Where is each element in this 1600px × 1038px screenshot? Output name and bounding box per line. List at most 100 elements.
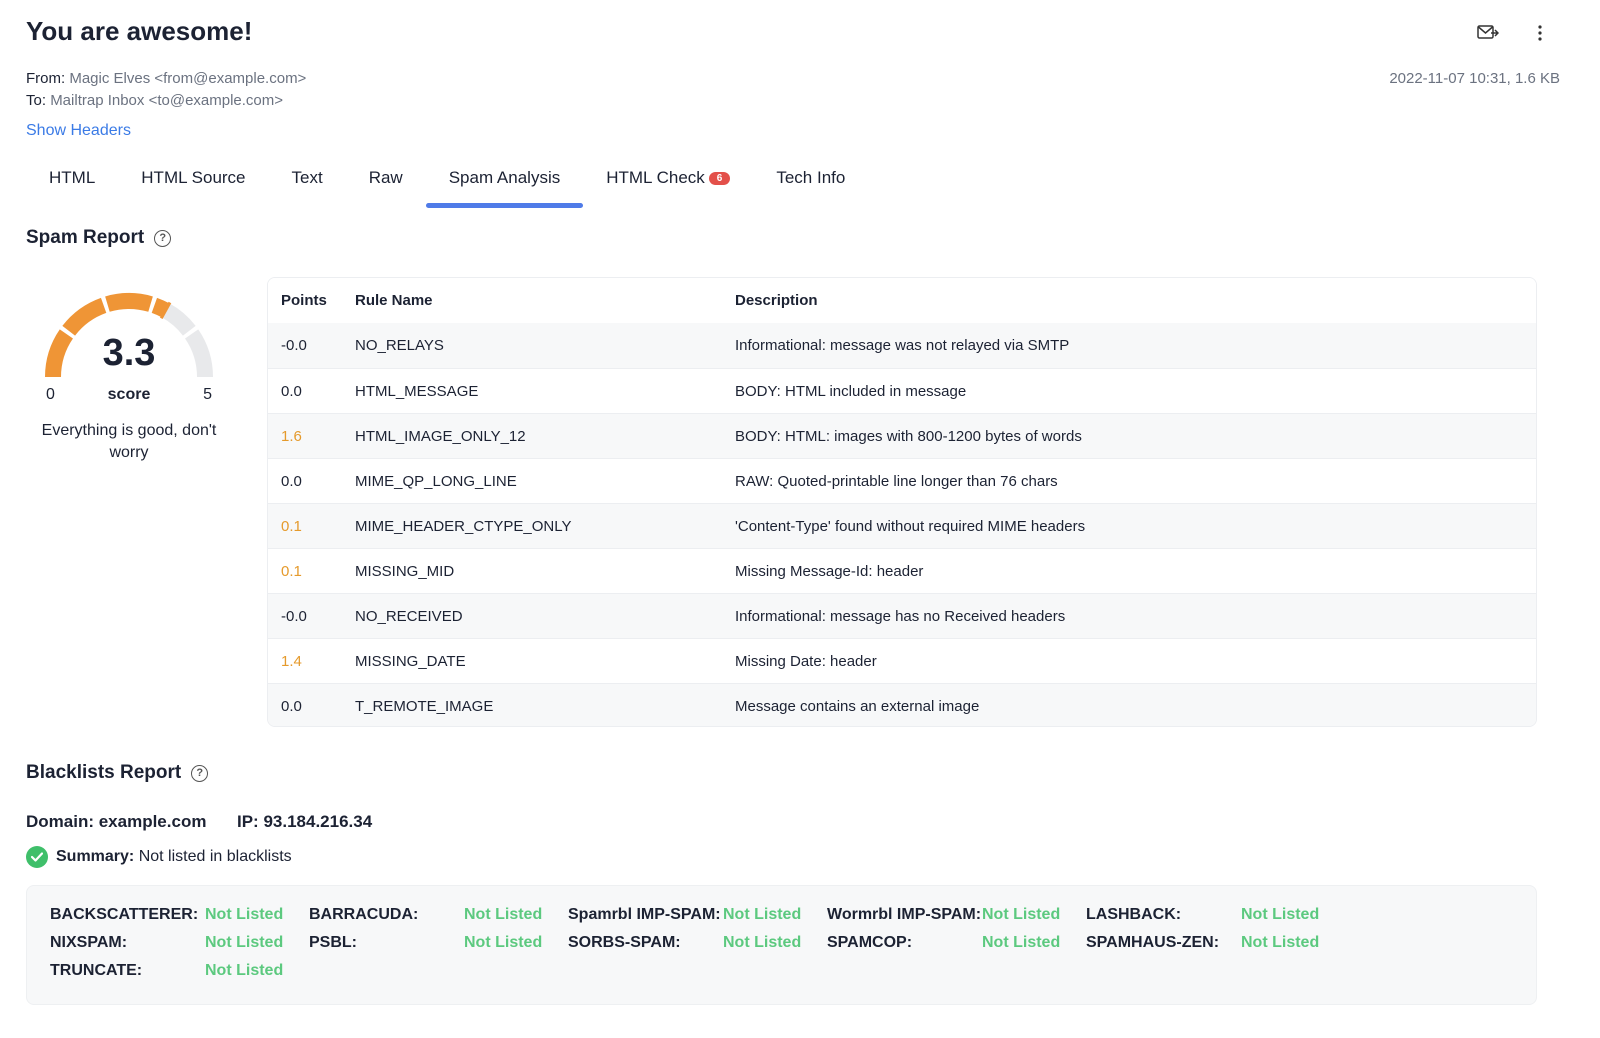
blacklist-name: TRUNCATE: [50, 962, 143, 979]
table-row: 1.6 HTML_IMAGE_ONLY_12 BODY: HTML: images … [268, 413, 1536, 458]
description-cell: Missing Message-Id: header [735, 562, 924, 580]
date-size: 2022-11-07 10:31, 1.6 KB [1389, 70, 1560, 87]
blacklist-status: Not Listed [723, 906, 802, 923]
gauge-segment-filled [62, 297, 107, 336]
blacklist-results: BACKSCATTERER: Not Listed BARRACUDA: Not Li… [26, 885, 1537, 1005]
tab-tech-info[interactable]: Tech Info [753, 160, 868, 208]
tab-spam-analysis[interactable]: Spam Analysis [425, 160, 584, 208]
tab-html-check[interactable]: HTML Check 6 [583, 160, 753, 208]
description-cell: 'Content-Type' found without required MI… [735, 517, 1086, 535]
tab-html-source[interactable]: HTML Source [118, 160, 268, 208]
blacklist-name: SORBS-SPAM: [568, 934, 681, 951]
more-vertical-icon[interactable] [1528, 22, 1552, 44]
gauge-segment-filled [105, 293, 153, 312]
blacklist-item: TRUNCATE: Not Listed [50, 960, 309, 982]
tab-html[interactable]: HTML [26, 160, 118, 208]
rule-cell: MIME_HEADER_CTYPE_ONLY [355, 517, 572, 535]
blacklist-item: Wormrbl IMP-SPAM: Not Listed [827, 904, 1086, 926]
blacklist-status: Not Listed [464, 934, 543, 951]
from-value: Magic Elves <from@example.com> [69, 70, 307, 87]
blacklist-name: Spamrbl IMP-SPAM: [568, 906, 721, 923]
gauge-score-label: score [107, 386, 151, 403]
description-cell: Informational: message was not relayed v… [735, 337, 1070, 354]
blacklist-name: SPAMHAUS-ZEN: [1086, 934, 1220, 951]
blacklist-status: Not Listed [982, 934, 1061, 951]
description-cell: Informational: message has no Received h… [735, 607, 1066, 625]
tab-label: HTML Source [141, 168, 246, 187]
summary-text: Summary: Not listed in blacklists [56, 848, 292, 866]
blacklists-title: Blacklists Report [26, 762, 182, 783]
tab-label: Tech Info [776, 168, 846, 187]
blacklist-status: Not Listed [205, 962, 284, 979]
check-circle-icon [26, 846, 48, 868]
table-row: 1.4 MISSING_DATE Missing Date: header [268, 638, 1536, 683]
gauge-marker [159, 301, 172, 320]
points-cell: -0.0 [281, 337, 307, 354]
tab-label: HTML [49, 168, 96, 187]
spam-rules-table: Points Rule Name Description -0.0 NO_RELA… [267, 277, 1537, 727]
rule-cell: NO_RELAYS [355, 337, 444, 354]
gauge-segment-filled [45, 329, 74, 378]
table-row: 0.0 HTML_MESSAGE BODY: HTML included in me… [268, 368, 1536, 413]
description-cell: Missing Date: header [735, 652, 877, 670]
email-subject: You are awesome! [26, 16, 253, 46]
rule-cell: NO_RECEIVED [355, 607, 463, 625]
table-body: -0.0 NO_RELAYS Informational: message was … [268, 323, 1536, 726]
gauge-segment-empty [161, 303, 196, 336]
rule-cell: T_REMOTE_IMAGE [355, 697, 494, 715]
summary-value: Not listed in blacklists [134, 848, 292, 865]
blacklist-item: NIXSPAM: Not Listed [50, 932, 309, 954]
description-header: Description [735, 292, 818, 309]
blacklist-status: Not Listed [1241, 934, 1320, 951]
blacklist-item: SPAMHAUS-ZEN: Not Listed [1086, 932, 1345, 954]
to-value: Mailtrap Inbox <to@example.com> [50, 92, 284, 109]
blacklist-summary: Summary: Not listed in blacklists [26, 846, 292, 868]
gauge-segment-empty [184, 329, 213, 378]
gauge-max-label: 5 [203, 386, 212, 403]
blacklist-status: Not Listed [1241, 906, 1320, 923]
blacklist-name: Wormrbl IMP-SPAM: [827, 906, 982, 923]
tab-label: HTML Check [606, 168, 705, 187]
description-cell: BODY: HTML: images with 800-1200 bytes o… [735, 427, 1082, 445]
spam-report-title: Spam Report [26, 227, 145, 248]
blacklist-name: BACKSCATTERER: [50, 906, 199, 923]
help-circle-icon[interactable]: ? [191, 764, 209, 782]
email-meta: From: Magic Elves <from@example.com> To:… [26, 68, 306, 112]
blacklist-name: BARRACUDA: [309, 906, 419, 923]
blacklists-heading: Blacklists Report ? [26, 762, 209, 784]
summary-label: Summary: [56, 848, 135, 865]
forward-mail-icon[interactable] [1476, 22, 1500, 44]
rule-cell: MISSING_DATE [355, 652, 466, 670]
blacklist-item: LASHBACK: Not Listed [1086, 904, 1345, 926]
tab-label: Spam Analysis [448, 168, 561, 187]
points-cell: 0.1 [281, 517, 302, 535]
table-row: 0.0 MIME_QP_LONG_LINE RAW: Quoted-printabl… [268, 458, 1536, 503]
blacklist-status: Not Listed [464, 906, 543, 923]
help-circle-icon[interactable]: ? [154, 229, 172, 247]
show-headers-link[interactable]: Show Headers [26, 122, 131, 139]
tab-label: Text [291, 168, 323, 187]
points-cell: 0.0 [281, 697, 302, 715]
description-cell: RAW: Quoted-printable line longer than 7… [735, 472, 1058, 490]
blacklist-name: PSBL: [309, 934, 357, 951]
spam-score-gauge: 3.3 0 score 5 Everything is good, don't … [36, 282, 222, 461]
blacklist-name: SPAMCOP: [827, 934, 913, 951]
table-header-row: Points Rule Name Description [268, 278, 1536, 323]
tab-bar: HTML HTML Source Text Raw Spam Analysis HTML … [26, 160, 868, 208]
table-row: 0.1 MISSING_MID Missing Message-Id: header [268, 548, 1536, 593]
blacklist-item: SPAMCOP: Not Listed [827, 932, 1086, 954]
gauge-score-value: 3.3 [102, 332, 156, 374]
spam-report-heading: Spam Report ? [26, 227, 172, 249]
table-row: 0.1 MIME_HEADER_CTYPE_ONLY 'Content-Type' … [268, 503, 1536, 548]
description-cell: BODY: HTML included in message [735, 382, 967, 400]
gauge-message: Everything is good, don't worry [41, 422, 217, 461]
tab-text[interactable]: Text [269, 160, 346, 208]
tab-raw[interactable]: Raw [346, 160, 426, 208]
to-label: To: [26, 92, 47, 109]
blacklist-status: Not Listed [205, 906, 284, 923]
gauge-arc [45, 293, 213, 378]
gauge-min-label: 0 [46, 386, 55, 403]
blacklist-ip: IP: 93.184.216.34 [237, 812, 373, 831]
rule-cell: HTML_IMAGE_ONLY_12 [355, 427, 526, 445]
from-label: From: [26, 70, 66, 87]
